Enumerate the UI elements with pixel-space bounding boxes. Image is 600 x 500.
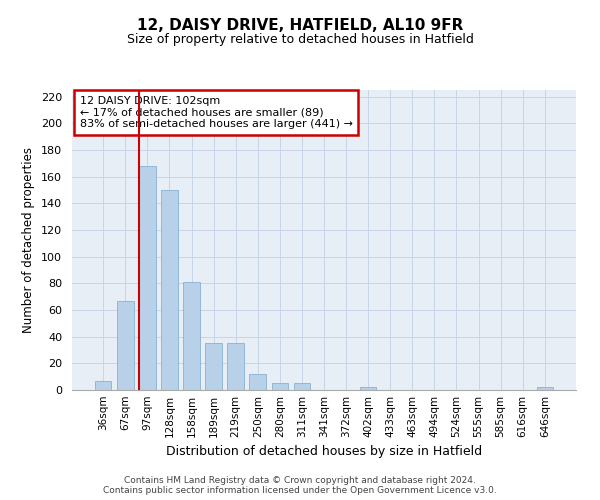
Bar [183,282,200,390]
Text: Size of property relative to detached houses in Hatfield: Size of property relative to detached ho… [127,32,473,46]
Bar [117,300,134,390]
X-axis label: Distribution of detached houses by size in Hatfield: Distribution of detached houses by size … [166,446,482,458]
Bar [139,166,155,390]
Text: 12 DAISY DRIVE: 102sqm
← 17% of detached houses are smaller (89)
83% of semi-det: 12 DAISY DRIVE: 102sqm ← 17% of detached… [80,96,353,129]
Text: 12, DAISY DRIVE, HATFIELD, AL10 9FR: 12, DAISY DRIVE, HATFIELD, AL10 9FR [137,18,463,32]
Text: Contains HM Land Registry data © Crown copyright and database right 2024.
Contai: Contains HM Land Registry data © Crown c… [103,476,497,495]
Y-axis label: Number of detached properties: Number of detached properties [22,147,35,333]
Bar [293,384,310,390]
Bar [95,380,112,390]
Bar [536,388,553,390]
Bar [205,344,222,390]
Bar [161,190,178,390]
Bar [227,344,244,390]
Bar [360,388,376,390]
Bar [250,374,266,390]
Bar [272,384,288,390]
